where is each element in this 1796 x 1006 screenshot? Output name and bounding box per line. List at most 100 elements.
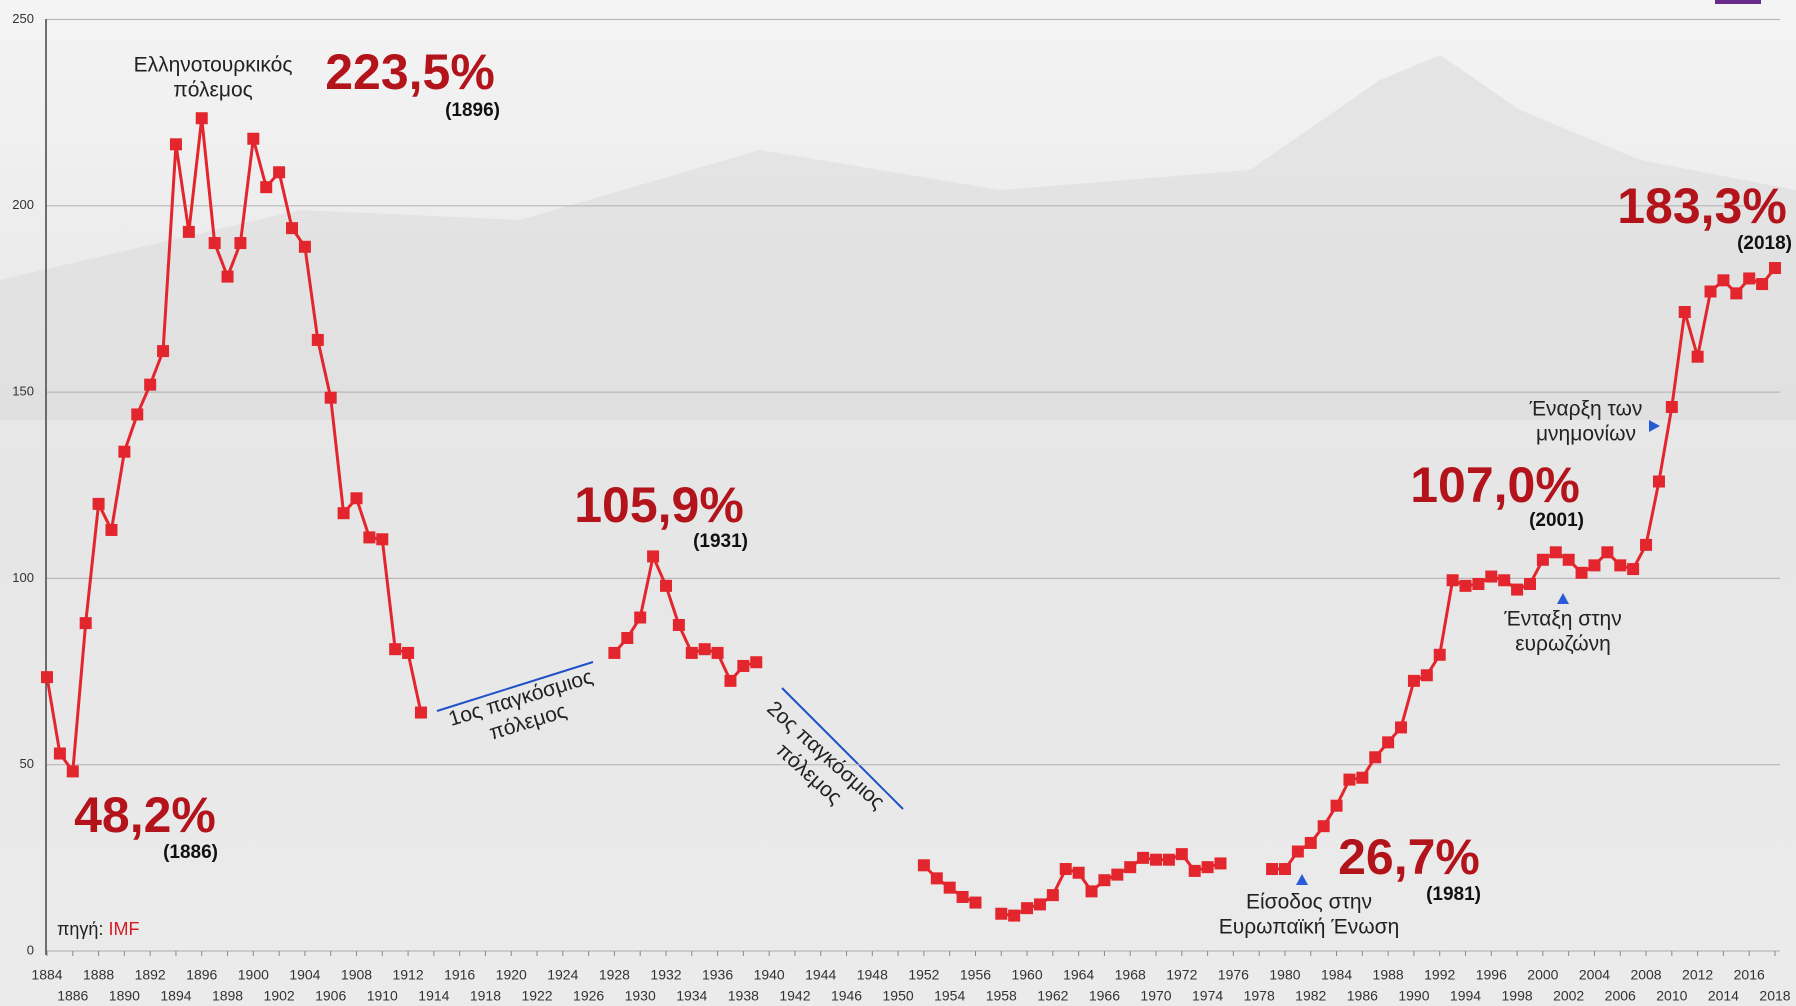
x-tick-label: 1920 bbox=[496, 967, 527, 983]
point bbox=[286, 222, 299, 235]
x-tick-label: 1928 bbox=[599, 967, 630, 983]
logo-bar bbox=[1715, 0, 1761, 4]
callout-year: (1886) bbox=[163, 842, 218, 863]
event-text: Ευρωπαϊκή Ένωση bbox=[1219, 916, 1400, 939]
point bbox=[711, 646, 724, 659]
point bbox=[995, 907, 1008, 920]
point bbox=[1588, 559, 1601, 572]
point bbox=[1111, 868, 1124, 881]
callout-year: (2018) bbox=[1737, 233, 1792, 254]
x-tick-label: 1948 bbox=[857, 967, 888, 983]
point bbox=[66, 765, 79, 778]
point bbox=[324, 391, 337, 404]
point bbox=[1162, 853, 1175, 866]
x-tick-label: 2006 bbox=[1605, 988, 1636, 1004]
callout-year: (2001) bbox=[1529, 510, 1584, 531]
point bbox=[1291, 845, 1304, 858]
x-tick-label: 1898 bbox=[212, 988, 243, 1004]
point bbox=[943, 881, 956, 894]
x-tick-label: 2018 bbox=[1759, 988, 1790, 1004]
y-tick-label: 50 bbox=[20, 756, 34, 771]
point bbox=[1575, 566, 1588, 579]
x-tick-label: 1896 bbox=[186, 967, 217, 983]
point bbox=[1046, 889, 1059, 902]
x-tick-label: 1924 bbox=[547, 967, 578, 983]
x-tick-label: 2012 bbox=[1682, 967, 1713, 983]
point bbox=[92, 497, 105, 510]
point bbox=[1059, 863, 1072, 876]
point bbox=[1021, 902, 1034, 915]
x-tick-label: 2000 bbox=[1527, 967, 1558, 983]
y-tick-label: 100 bbox=[12, 570, 34, 585]
ww1-line bbox=[436, 661, 594, 712]
x-tick-label: 1984 bbox=[1321, 967, 1352, 983]
series-line bbox=[1272, 267, 1777, 871]
point bbox=[157, 345, 170, 358]
point bbox=[917, 859, 930, 872]
point bbox=[1201, 861, 1214, 874]
x-tick-label: 1946 bbox=[831, 988, 862, 1004]
x-tick-label: 1906 bbox=[315, 988, 346, 1004]
point bbox=[273, 166, 286, 179]
point bbox=[363, 531, 376, 544]
x-tick-label: 1944 bbox=[805, 967, 836, 983]
point bbox=[182, 225, 195, 238]
point bbox=[144, 378, 157, 391]
point bbox=[1124, 861, 1137, 874]
x-tick-label: 1978 bbox=[1244, 988, 1275, 1004]
callout-value: 105,9% bbox=[574, 477, 744, 533]
x-tick-label: 1952 bbox=[908, 967, 939, 983]
point bbox=[247, 132, 260, 145]
point bbox=[1420, 669, 1433, 682]
point bbox=[1549, 546, 1562, 559]
point bbox=[1485, 570, 1498, 583]
mountain bbox=[0, 55, 1796, 420]
x-tick-label: 1962 bbox=[1037, 988, 1068, 1004]
source-prefix: πηγή: bbox=[57, 919, 103, 939]
x-tick-label: 2004 bbox=[1579, 967, 1610, 983]
x-tick-label: 1930 bbox=[625, 988, 656, 1004]
x-tick-label: 1994 bbox=[1450, 988, 1481, 1004]
y-tick-label: 150 bbox=[12, 384, 34, 399]
point bbox=[647, 550, 660, 563]
point bbox=[169, 138, 182, 151]
x-tick-label: 1970 bbox=[1140, 988, 1171, 1004]
source-name: IMF bbox=[108, 919, 139, 939]
callout-value: 26,7% bbox=[1338, 829, 1480, 885]
x-tick-label: 1884 bbox=[31, 967, 62, 983]
callout-year: (1931) bbox=[693, 531, 748, 552]
point bbox=[698, 643, 711, 656]
event-text: Ελληνοτουρκικός bbox=[134, 54, 293, 77]
point bbox=[1137, 851, 1150, 864]
point bbox=[724, 674, 737, 687]
point bbox=[389, 643, 402, 656]
callout-year: (1896) bbox=[445, 100, 500, 121]
point bbox=[930, 872, 943, 885]
x-tick-label: 1912 bbox=[392, 967, 423, 983]
point bbox=[195, 112, 208, 125]
x-tick-label: 1988 bbox=[1373, 967, 1404, 983]
point bbox=[1652, 475, 1665, 488]
x-tick-label: 1888 bbox=[83, 967, 114, 983]
x-tick-label: 2010 bbox=[1656, 988, 1687, 1004]
point bbox=[1743, 272, 1756, 285]
memoranda-marker bbox=[1649, 420, 1660, 432]
y-tick-label: 200 bbox=[12, 197, 34, 212]
point bbox=[337, 507, 350, 520]
point bbox=[1033, 898, 1046, 911]
point bbox=[118, 445, 131, 458]
x-tick-label: 1976 bbox=[1218, 967, 1249, 983]
x-tick-label: 2016 bbox=[1734, 967, 1765, 983]
point bbox=[234, 237, 247, 250]
x-tick-label: 1916 bbox=[444, 967, 475, 983]
x-tick-label: 1938 bbox=[728, 988, 759, 1004]
point bbox=[1678, 305, 1691, 318]
x-tick-label: 1934 bbox=[676, 988, 707, 1004]
point bbox=[1627, 563, 1640, 576]
point bbox=[1278, 863, 1291, 876]
